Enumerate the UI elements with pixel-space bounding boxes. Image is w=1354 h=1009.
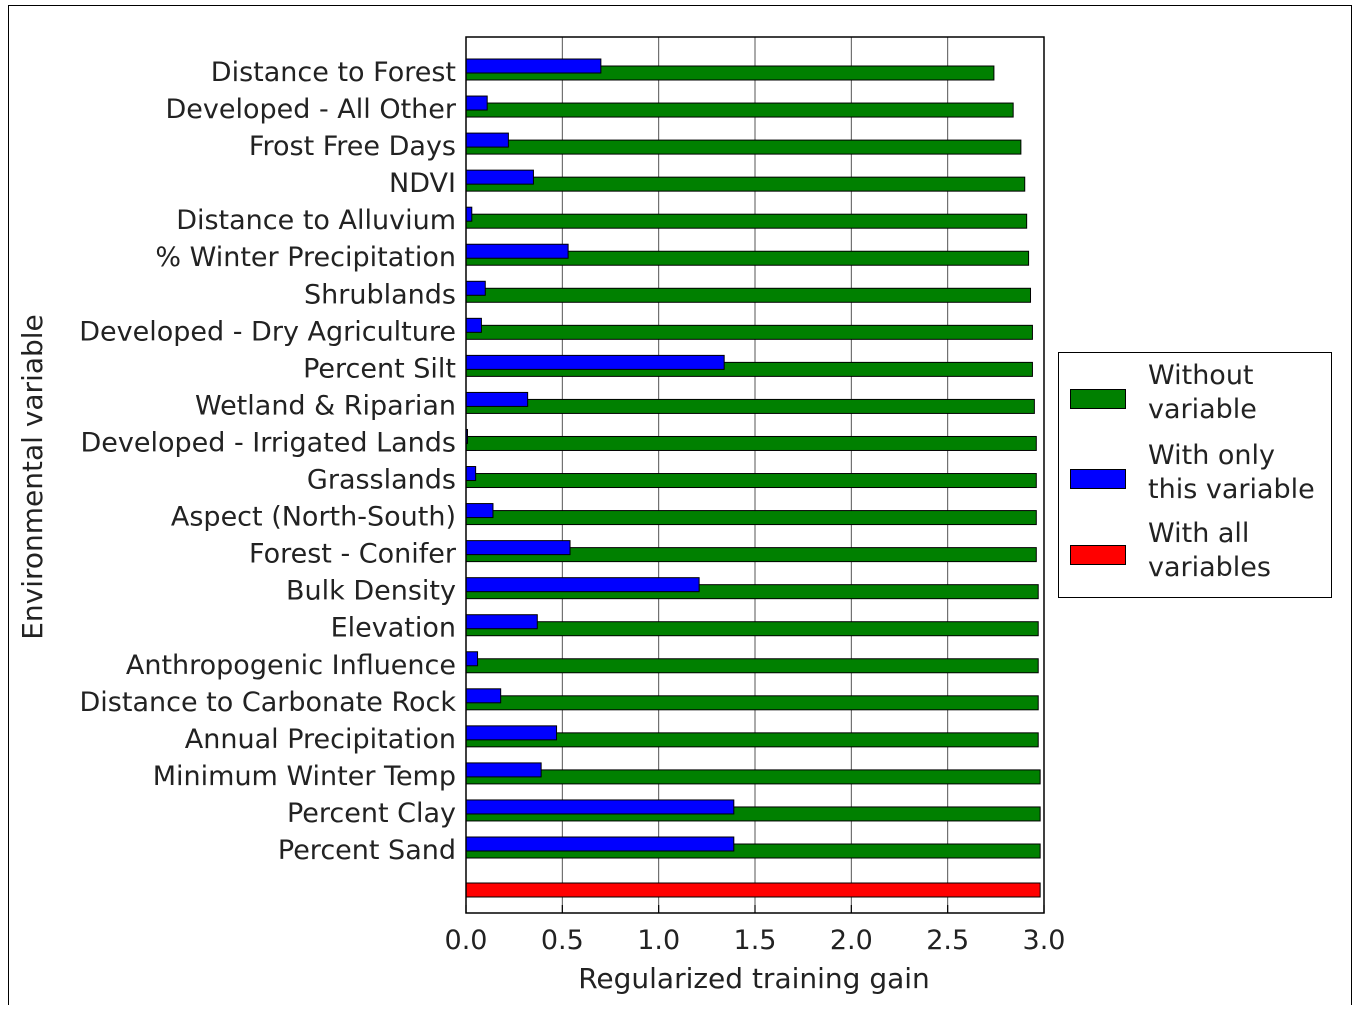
bar-with-only-this-variable	[465, 58, 602, 74]
bars-group	[465, 58, 1041, 898]
legend-swatch-green	[1070, 389, 1126, 409]
bar-with-only-this-variable	[465, 762, 542, 778]
legend-label: With only this variable	[1148, 440, 1315, 505]
bar-without-variable	[465, 769, 1041, 785]
bar-without-variable	[465, 510, 1037, 526]
bar-without-variable	[465, 473, 1037, 489]
bar-without-variable	[465, 398, 1035, 414]
legend-label: With all variables	[1148, 518, 1271, 583]
legend-label: Without variable	[1148, 360, 1257, 425]
bar-without-variable	[465, 324, 1033, 340]
y-tick-label: Forest - Conifer	[249, 539, 457, 570]
y-tick-label: Annual Precipitation	[185, 724, 456, 755]
bar-with-only-this-variable	[465, 206, 473, 222]
bar-with-only-this-variable	[465, 503, 494, 519]
bar-with-only-this-variable	[465, 317, 482, 333]
bar-with-only-this-variable	[465, 132, 509, 148]
y-tick-label: Developed - Irrigated Lands	[80, 427, 456, 458]
figure-frame	[8, 5, 1352, 1005]
bar-with-only-this-variable	[465, 169, 534, 185]
y-tick-label: Distance to Carbonate Rock	[80, 687, 457, 718]
x-tick-label: 1.5	[734, 925, 777, 956]
y-tick-label: Aspect (North-South)	[171, 502, 456, 533]
y-axis-label: Environmental variable	[16, 314, 49, 640]
y-tick-label: Frost Free Days	[249, 131, 456, 162]
y-tick-label: Percent Clay	[287, 798, 456, 829]
y-tick-label: Elevation	[331, 613, 456, 644]
bar-without-variable	[465, 695, 1039, 711]
bar-with-only-this-variable	[465, 725, 558, 741]
y-tick-label: NDVI	[389, 168, 456, 199]
y-tick-label: % Winter Precipitation	[155, 242, 456, 273]
x-tick-label: 0.5	[541, 925, 584, 956]
bar-without-variable	[465, 287, 1032, 303]
bar-with-only-this-variable	[465, 391, 529, 407]
legend-swatch-red	[1070, 545, 1126, 565]
x-tick-labels: 0.0 0.5 1.0 1.5 2.0 2.5 3.0	[445, 925, 1066, 956]
y-tick-label: Bulk Density	[286, 576, 456, 607]
bar-with-only-this-variable	[465, 95, 488, 111]
x-tick-label: 2.5	[926, 925, 969, 956]
y-tick-label: Distance to Alluvium	[176, 205, 456, 236]
x-tick-label: 2.0	[830, 925, 873, 956]
x-tick-label: 1.0	[637, 925, 680, 956]
y-tick-label: Minimum Winter Temp	[153, 761, 456, 792]
bar-with-only-this-variable	[465, 540, 571, 556]
bar-with-only-this-variable	[465, 651, 479, 667]
bar-with-only-this-variable	[465, 836, 735, 852]
legend: Without variable With only this variable…	[1058, 352, 1332, 598]
bar-without-variable	[465, 621, 1039, 637]
bar-without-variable	[465, 176, 1026, 192]
x-axis-label: Regularized training gain	[578, 962, 930, 995]
plot-area	[465, 36, 1045, 914]
bar-without-variable	[465, 102, 1014, 118]
x-tick-label: 3.0	[1023, 925, 1066, 956]
y-tick-labels: Distance to Forest Developed - All Other F…	[79, 57, 457, 866]
bar-with-only-this-variable	[465, 280, 486, 296]
y-tick-label: Anthropogenic Influence	[126, 650, 456, 681]
bar-with-only-this-variable	[465, 354, 725, 370]
bar-with-only-this-variable	[465, 688, 502, 704]
y-tick-label: Percent Sand	[278, 835, 456, 866]
bar-with-only-this-variable	[465, 466, 477, 482]
bar-with-only-this-variable	[465, 577, 700, 593]
bar-with-only-this-variable	[465, 799, 735, 815]
y-tick-label: Percent Silt	[303, 353, 456, 384]
bar-without-variable	[465, 213, 1028, 229]
bar-without-variable	[465, 658, 1039, 674]
y-tick-label: Developed - Dry Agriculture	[79, 316, 456, 347]
bar-without-variable	[465, 139, 1022, 155]
x-tick-label: 0.0	[445, 925, 488, 956]
bar-without-variable	[465, 435, 1037, 451]
bar-with-all-variables	[465, 882, 1041, 898]
y-tick-label: Developed - All Other	[165, 94, 456, 125]
bar-with-only-this-variable	[465, 614, 538, 630]
bar-with-only-this-variable	[465, 243, 569, 259]
legend-swatch-blue	[1070, 469, 1126, 489]
y-tick-label: Distance to Forest	[211, 57, 456, 88]
y-tick-label: Shrublands	[304, 279, 456, 310]
y-tick-label: Grasslands	[307, 465, 456, 496]
y-tick-label: Wetland & Riparian	[195, 390, 456, 421]
